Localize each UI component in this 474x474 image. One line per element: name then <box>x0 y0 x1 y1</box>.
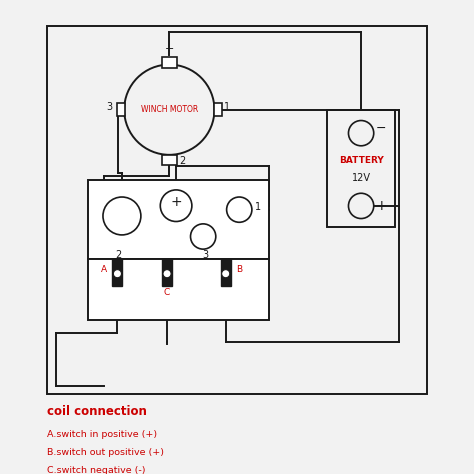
Text: B.switch out positive (+): B.switch out positive (+) <box>47 448 164 457</box>
Text: 1: 1 <box>255 202 261 212</box>
Bar <box>327 109 395 227</box>
Circle shape <box>113 270 121 278</box>
Bar <box>162 155 176 165</box>
Bar <box>213 103 222 116</box>
Text: BATTERY: BATTERY <box>339 155 383 164</box>
Text: B: B <box>236 265 242 274</box>
Circle shape <box>222 270 230 278</box>
Text: C.switch negative (-): C.switch negative (-) <box>47 466 146 474</box>
Text: A: A <box>101 265 108 274</box>
Text: +: + <box>375 199 387 213</box>
Bar <box>221 259 231 286</box>
Text: 3: 3 <box>106 102 112 112</box>
Text: +: + <box>170 195 182 209</box>
Text: 12V: 12V <box>352 173 371 183</box>
Text: A.switch in positive (+): A.switch in positive (+) <box>47 430 157 439</box>
Text: 2: 2 <box>179 156 185 166</box>
Bar <box>162 259 172 286</box>
Text: coil connection: coil connection <box>47 405 147 418</box>
Circle shape <box>163 270 171 278</box>
Text: 3: 3 <box>202 250 209 261</box>
Bar <box>162 57 176 68</box>
Bar <box>47 26 427 394</box>
Bar <box>117 103 125 116</box>
Bar <box>88 259 269 319</box>
Bar <box>88 180 269 259</box>
Text: −: − <box>375 122 386 135</box>
Text: C: C <box>163 288 169 297</box>
Text: 2: 2 <box>115 250 121 261</box>
Text: WINCH MOTOR: WINCH MOTOR <box>141 105 198 114</box>
Text: 1: 1 <box>224 102 230 112</box>
Text: −: − <box>164 44 174 54</box>
Bar <box>112 259 122 286</box>
